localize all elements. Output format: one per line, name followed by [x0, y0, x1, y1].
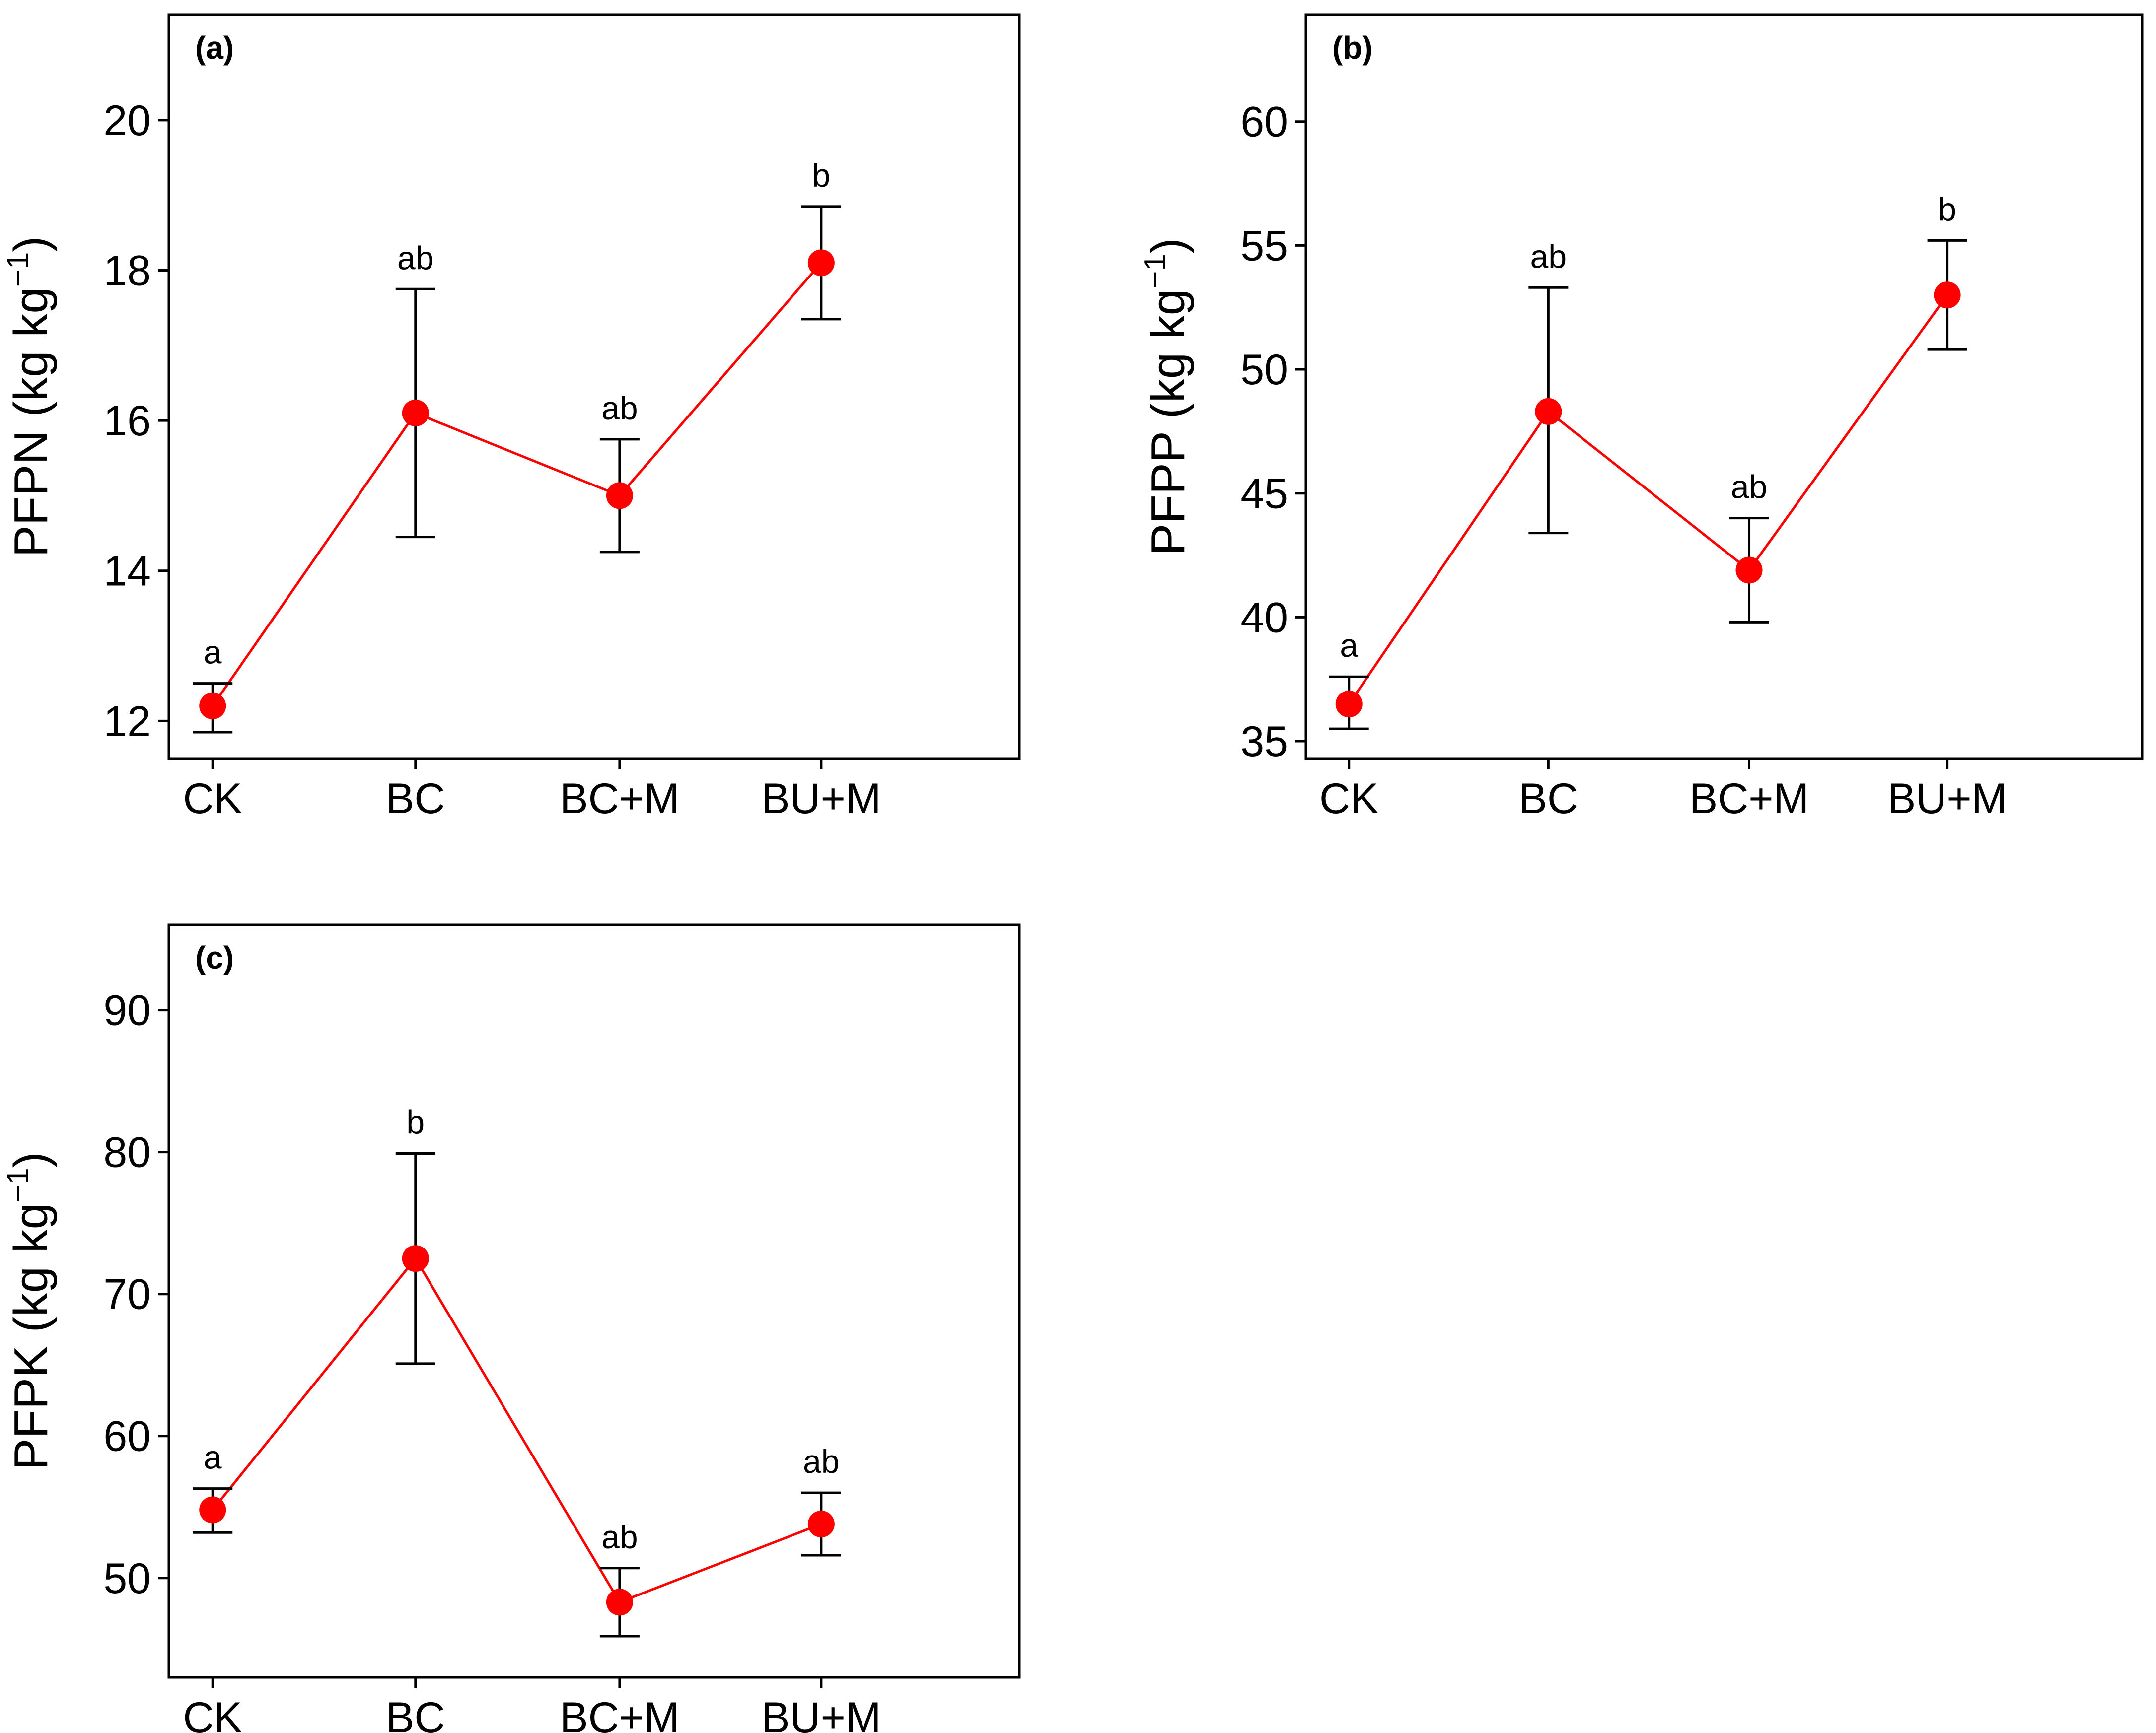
data-point — [199, 1496, 226, 1524]
y-tick-label: 40 — [1240, 594, 1288, 641]
y-tick-label: 14 — [103, 548, 151, 595]
significance-label: a — [204, 1439, 222, 1476]
y-tick-label: 12 — [103, 697, 151, 745]
x-tick-label: BC+M — [560, 1694, 679, 1733]
series-line — [212, 1256, 822, 1604]
y-axis-title-close: ) — [1142, 238, 1195, 254]
y-tick-label: 60 — [1240, 98, 1288, 146]
data-point — [807, 249, 835, 277]
series-line — [1348, 294, 1948, 705]
x-tick-label: CK — [1319, 775, 1378, 823]
data-point — [402, 399, 429, 426]
x-tick-label: BC — [1519, 775, 1578, 823]
data-point — [199, 693, 226, 720]
y-axis-title-unit: (kg kg — [1142, 289, 1195, 418]
data-point — [606, 1589, 633, 1616]
y-axis-title: PFPN (kg kg−1) — [1, 236, 58, 557]
x-tick-label: BC+M — [560, 775, 679, 823]
y-axis-title: PFPK (kg kg−1) — [1, 1152, 58, 1470]
significance-label: ab — [1530, 238, 1567, 275]
y-axis-title-main: PFPK — [4, 1346, 58, 1470]
significance-label: ab — [601, 390, 638, 426]
x-tick-label: BC — [386, 775, 445, 823]
y-axis-title-unit: (kg kg — [4, 287, 58, 416]
y-tick-label: 35 — [1240, 718, 1288, 765]
y-axis-title-main: PFPN — [4, 430, 58, 557]
x-tick-label: BC — [386, 1694, 445, 1733]
y-axis-title-unit: (kg kg — [4, 1203, 58, 1332]
significance-label: b — [1938, 191, 1956, 227]
panel-label: (b) — [1332, 30, 1373, 66]
chart-panel-3: (c) 50 60 70 80 90 CK BC BC+M BU+M PFPK (kg kg−1) a… — [1, 923, 1021, 1733]
significance-label: ab — [601, 1519, 638, 1555]
significance-label: a — [1340, 627, 1358, 664]
plot-frame — [167, 13, 1021, 760]
data-point — [606, 482, 633, 509]
y-axis-title-main: PFPP — [1142, 432, 1195, 555]
significance-label: ab — [1731, 469, 1767, 505]
y-axis-title-close: ) — [4, 236, 58, 252]
x-tick-label: CK — [183, 775, 242, 823]
data-point — [1735, 556, 1763, 584]
y-axis-title-superscript: −1 — [1, 252, 35, 287]
significance-label: b — [812, 157, 831, 194]
y-tick-label: 20 — [103, 97, 151, 144]
y-axis-title: PFPP (kg kg−1) — [1138, 238, 1195, 555]
x-tick-label: BU+M — [761, 775, 881, 823]
y-axis-title-close: ) — [4, 1152, 58, 1168]
y-tick-label: 18 — [103, 247, 151, 294]
y-tick-label: 45 — [1240, 470, 1288, 518]
x-tick-label: CK — [183, 1694, 242, 1733]
y-tick-label: 50 — [1240, 346, 1288, 394]
y-axis-title-superscript: −1 — [1, 1168, 35, 1203]
y-tick-label: 90 — [103, 987, 151, 1035]
data-point — [807, 1511, 835, 1538]
y-tick-label: 55 — [1240, 222, 1288, 270]
y-tick-label: 80 — [103, 1129, 151, 1177]
data-point — [1934, 281, 1961, 309]
x-tick-label: BU+M — [1887, 775, 2007, 823]
significance-label: ab — [803, 1443, 839, 1480]
plot-frame — [167, 923, 1021, 1679]
significance-label: a — [204, 634, 222, 671]
x-tick-label: BC+M — [1689, 775, 1809, 823]
panel-label: (c) — [195, 940, 234, 975]
plot-frame — [1304, 13, 2144, 760]
y-tick-label: 16 — [103, 397, 151, 445]
y-axis-title-superscript: −1 — [1138, 254, 1172, 289]
panel-label: (a) — [195, 30, 234, 66]
y-tick-label: 60 — [103, 1413, 151, 1460]
data-point — [402, 1245, 429, 1272]
significance-label: ab — [397, 239, 433, 276]
data-point — [1535, 398, 1562, 425]
y-tick-label: 70 — [103, 1271, 151, 1318]
y-tick-label: 50 — [103, 1555, 151, 1602]
chart-panel-2: (b) 35 40 45 50 55 60 CK BC BC+M BU+M PFPP (kg kg−1… — [1138, 13, 2144, 823]
data-point — [1335, 691, 1363, 718]
series-line — [212, 262, 822, 707]
chart-panel-1: (a) 12 14 16 18 20 CK BC BC+M BU+M PFPN (kg kg−1) a… — [1, 13, 1021, 823]
significance-label: b — [406, 1104, 425, 1141]
x-tick-label: BU+M — [761, 1694, 881, 1733]
